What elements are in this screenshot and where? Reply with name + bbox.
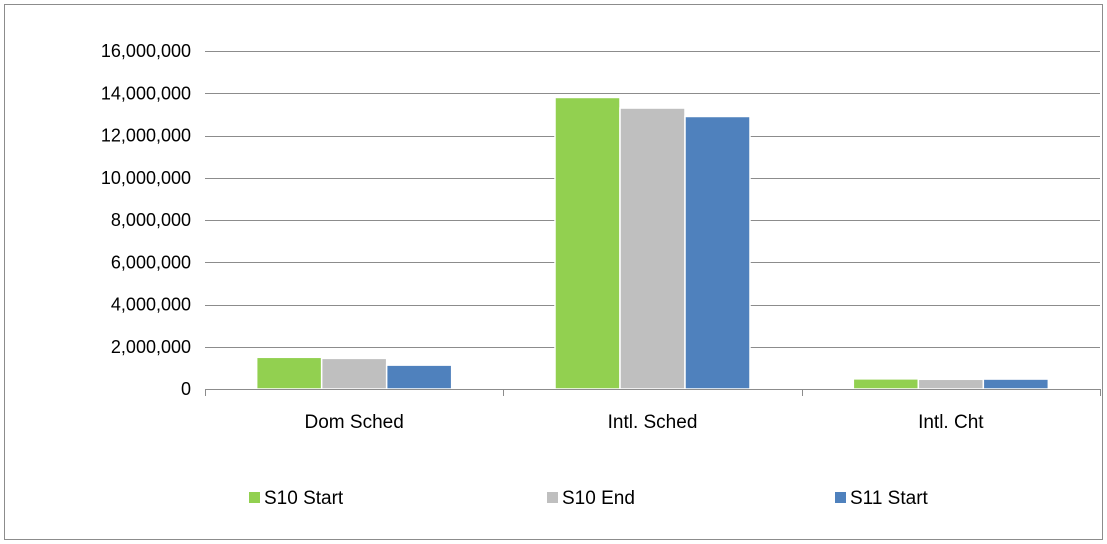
legend-swatch — [547, 492, 558, 503]
y-tick-label: 16,000,000 — [101, 41, 191, 61]
bar-s10-end-intl-sched — [619, 107, 686, 390]
bar-s10-start-intl-sched — [554, 96, 621, 390]
x-category-label: Dom Sched — [305, 412, 404, 433]
legend-swatch — [835, 492, 846, 503]
bar-s11-start-intl-cht — [982, 378, 1050, 390]
legend: S10 Start S10 End S11 Start — [249, 488, 929, 509]
legend-label: S11 Start — [850, 488, 929, 509]
bar-s10-end-intl-cht — [917, 378, 985, 390]
x-category-label: Intl. Sched — [608, 412, 698, 433]
bar-s10-start-intl-cht — [852, 378, 920, 390]
y-tick-label: 4,000,000 — [111, 295, 191, 315]
y-tick-label: 14,000,000 — [101, 83, 191, 103]
y-tick-label: 12,000,000 — [101, 126, 191, 146]
legend-label: S10 End — [562, 488, 635, 509]
bar-s10-start-dom-sched — [255, 356, 323, 390]
bars — [255, 96, 1050, 390]
x-category-label: Intl. Cht — [918, 412, 984, 433]
y-tick-labels: 0 2,000,000 4,000,000 6,000,000 8,000,000 10,… — [101, 41, 191, 399]
y-tick-label: 8,000,000 — [111, 210, 191, 230]
category-labels: Dom Sched Intl. Sched Intl. Cht — [305, 412, 985, 433]
y-tick-label: 0 — [181, 379, 191, 399]
axes — [205, 389, 1101, 396]
bar-s10-end-dom-sched — [320, 357, 388, 390]
y-tick-label: 2,000,000 — [111, 337, 191, 357]
y-tick-label: 10,000,000 — [101, 168, 191, 188]
y-tick-label: 6,000,000 — [111, 252, 191, 272]
legend-label: S10 Start — [264, 488, 344, 509]
bar-s11-start-intl-sched — [684, 115, 751, 390]
bar-s11-start-dom-sched — [385, 364, 453, 390]
legend-swatch — [249, 492, 260, 503]
